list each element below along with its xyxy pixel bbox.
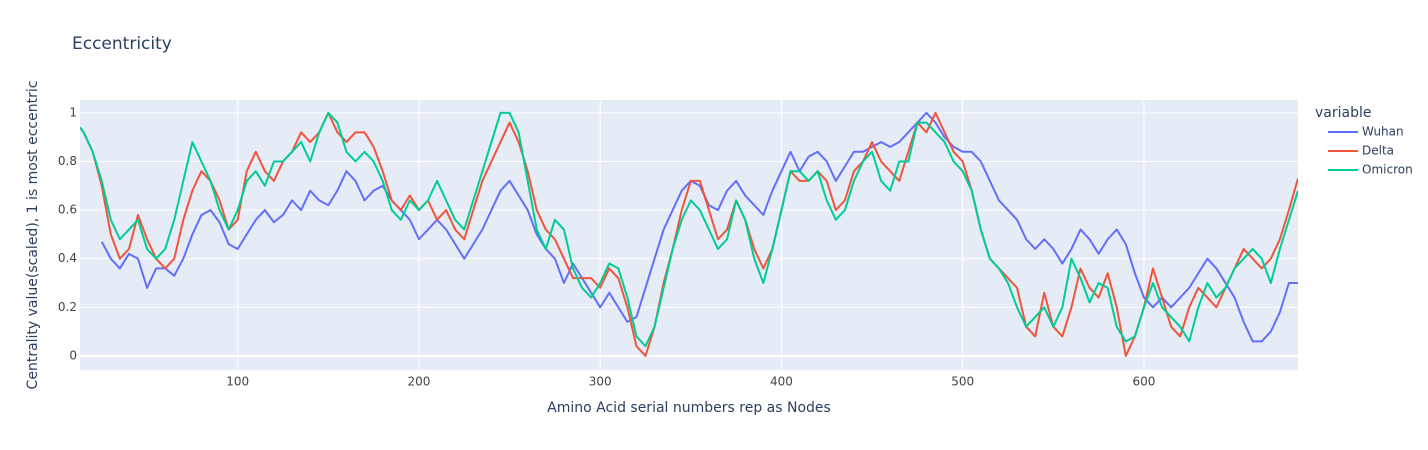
y-tick-label: 0.4 [58, 251, 77, 265]
plot-area [80, 100, 1298, 370]
legend: Wuhan Delta Omicron [1328, 125, 1413, 177]
lines [80, 111, 1298, 357]
y-tick-label: 0.6 [58, 203, 77, 217]
x-tick-label: 500 [951, 375, 974, 389]
line-series [80, 111, 1298, 348]
legend-label: Omicron [1362, 163, 1413, 177]
y-tick-label: 0.2 [58, 300, 77, 314]
x-tick-label: 200 [407, 375, 430, 389]
x-tick-label: 300 [589, 375, 612, 389]
x-axis-title: Amino Acid serial numbers rep as Nodes [547, 400, 831, 416]
chart-title: Eccentricity [72, 34, 172, 54]
legend-label: Delta [1362, 144, 1394, 158]
y-axis-title: Centrality value(scaled), 1 is most ecce… [25, 81, 41, 390]
x-tick-label: 600 [1132, 375, 1155, 389]
y-tick-label: 1 [69, 105, 77, 119]
legend-title: variable [1315, 105, 1371, 121]
y-tick-label: 0 [69, 348, 77, 362]
x-tick-label: 100 [226, 375, 249, 389]
labels: 100 200 300 400 500 600 0 0.2 0.4 0.6 0.8 1 [58, 105, 1155, 388]
legend-label: Wuhan [1362, 125, 1404, 139]
line-series [100, 111, 1298, 343]
y-tick-label: 0.8 [58, 154, 77, 168]
x-tick-label: 400 [770, 375, 793, 389]
